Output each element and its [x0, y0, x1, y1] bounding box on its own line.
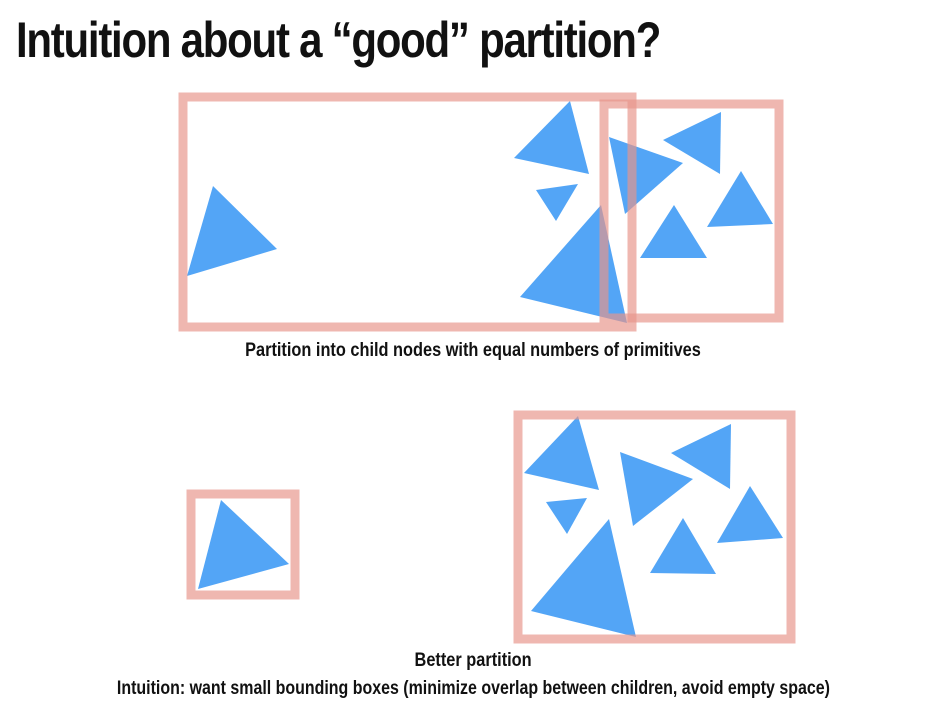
primitive-triangle — [707, 171, 773, 227]
bounding-box-small-child — [186, 489, 300, 600]
top-diagram-caption: Partition into child nodes with equal nu… — [0, 339, 946, 363]
primitive-triangle — [531, 519, 636, 637]
top-caption-text: Partition into child nodes with equal nu… — [245, 340, 701, 361]
primitive-triangle — [524, 416, 599, 490]
primitive-triangle — [650, 518, 716, 574]
bounding-box-large-child — [513, 410, 796, 644]
primitive-triangle — [717, 486, 783, 543]
primitive-triangle — [198, 500, 289, 589]
bottom-diagram-caption: Better partition — [0, 649, 946, 673]
top-diagram — [178, 92, 784, 332]
bounding-box-right-child — [599, 99, 784, 323]
primitive-triangle — [514, 101, 589, 174]
primitive-triangle — [187, 186, 277, 276]
bounding-box-left-child — [178, 92, 637, 332]
better-partition-text: Better partition — [414, 650, 532, 671]
primitive-triangle — [609, 137, 683, 214]
primitive-triangle — [520, 205, 627, 323]
primitive-triangle — [671, 424, 731, 489]
primitive-triangle — [546, 498, 587, 534]
primitive-triangle — [620, 452, 693, 526]
primitive-triangle — [663, 112, 721, 174]
slide-title: Intuition about a “good” partition? — [16, 12, 661, 68]
bottom-diagram — [186, 410, 796, 644]
intuition-text: Intuition: want small bounding boxes (mi… — [116, 678, 830, 699]
intuition-caption: Intuition: want small bounding boxes (mi… — [0, 677, 946, 701]
primitive-triangle — [640, 205, 707, 258]
primitive-triangle — [536, 184, 578, 221]
